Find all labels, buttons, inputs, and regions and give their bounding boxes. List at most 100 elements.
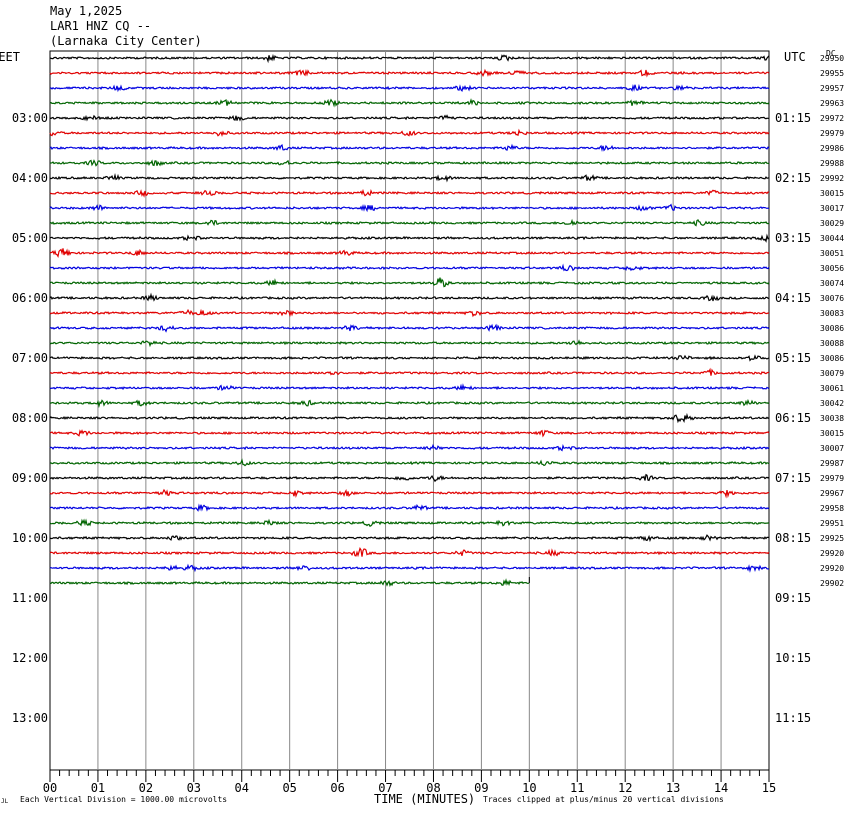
dc-offset-label: 29972 [820,114,844,123]
seismic-trace [49,473,770,483]
left-time-label: 05:00 [12,231,48,245]
right-time-label: 11:15 [775,711,811,725]
dc-offset-label: 30042 [820,399,844,408]
dc-offset-label: 29979 [820,474,844,483]
seismic-trace [49,323,770,333]
right-time-label: 09:15 [775,591,811,605]
seismic-trace [49,53,770,64]
seismic-trace [49,534,769,543]
dc-offset-label: 29958 [820,504,844,513]
dc-offset-label: 30056 [820,264,844,273]
right-time-label: 04:15 [775,291,811,305]
dc-offset-label: 30083 [820,309,844,318]
station-code: LAR1 HNZ CQ -- [50,19,152,33]
right-time-label: 06:15 [775,411,811,425]
dc-offset-label: 29967 [820,489,844,498]
x-tick-label: 12 [618,781,632,795]
left-time-label: 08:00 [12,411,48,425]
dc-offset-label: 30061 [820,384,844,393]
x-tick-label: 10 [522,781,536,795]
dc-offset-label: 30051 [820,249,844,258]
seismic-trace [49,503,770,512]
left-time-label: 10:00 [12,531,48,545]
dc-offset-label: 29987 [820,459,844,468]
dc-offset-label: 30017 [820,204,844,213]
seismic-trace [49,383,770,391]
x-tick-label: 09 [474,781,488,795]
x-tick-label: 02 [139,781,153,795]
seismic-trace [50,159,770,167]
dc-offset-label: 30074 [820,279,844,288]
seismic-trace [49,143,770,153]
right-time-label: 03:15 [775,231,811,245]
dc-offset-label: 29920 [820,564,844,573]
x-tick-label: 13 [666,781,680,795]
left-time-label: 09:00 [12,471,48,485]
dc-offset-label: 30076 [820,294,844,303]
x-tick-label: 07 [378,781,392,795]
right-time-label: 10:15 [775,651,811,665]
left-time-label: 07:00 [12,351,48,365]
seismic-trace [49,98,770,108]
seismic-trace [49,546,770,558]
seismic-trace [49,308,770,318]
left-time-label: 12:00 [12,651,48,665]
seismic-trace [49,367,770,376]
dc-offset-label: 29902 [820,579,844,588]
left-axis-label: EET [0,50,20,64]
right-time-label: 05:15 [775,351,811,365]
right-axis-label: UTC [784,50,806,64]
seismic-trace [49,277,770,288]
x-tick-label: 15 [762,781,776,795]
seismic-trace [49,488,770,499]
seismic-trace [49,429,770,438]
dc-offset-label: 29986 [820,144,844,153]
seismic-trace [50,83,770,93]
plot-frame [49,50,770,771]
dc-label: DC [826,49,836,58]
seismic-trace [49,412,770,424]
dc-offset-label: 30079 [820,369,844,378]
x-tick-label: 01 [91,781,105,795]
dc-offset-label: 30088 [820,339,844,348]
station-location: (Larnaka City Center) [50,34,202,48]
seismic-trace [49,354,770,362]
left-time-label: 04:00 [12,171,48,185]
dc-offset-label: 30038 [820,414,844,423]
dc-offset-label: 29920 [820,549,844,558]
x-tick-label: 06 [330,781,344,795]
dc-offset-label: 29925 [820,534,844,543]
left-time-label: 06:00 [12,291,48,305]
dc-offset-label: 30086 [820,324,844,333]
dc-offset-label: 30044 [820,234,844,243]
dc-offset-label: 30029 [820,219,844,228]
seismic-trace [49,339,770,348]
x-axis-title: TIME (MINUTES) [374,792,476,806]
seismic-trace [49,188,770,198]
chart-date: May 1,2025 [50,4,123,18]
corner-mark: JL [1,798,9,805]
seismic-trace [49,578,530,588]
dc-offset-label: 29951 [820,519,844,528]
dc-offset-label: 29963 [820,99,844,108]
dc-offset-label: 29957 [820,84,844,93]
right-time-label: 08:15 [775,531,811,545]
x-tick-label: 03 [187,781,201,795]
seismic-trace [49,68,770,78]
left-time-label: 11:00 [12,591,48,605]
seismic-trace [49,563,769,573]
seismic-trace [49,458,770,467]
dc-offset-label: 29950 [820,54,844,63]
seismic-trace [49,398,770,409]
seismic-trace [49,518,770,527]
x-tick-label: 00 [43,781,57,795]
seismic-trace [49,203,770,213]
seismic-trace [49,443,770,452]
dc-offset-label: 29979 [820,129,844,138]
left-time-label: 03:00 [12,111,48,125]
seismic-trace [49,292,770,302]
dc-offset-label: 30086 [820,354,844,363]
seismic-trace [49,172,770,183]
clipping-note: Traces clipped at plus/minus 20 vertical… [483,795,724,804]
